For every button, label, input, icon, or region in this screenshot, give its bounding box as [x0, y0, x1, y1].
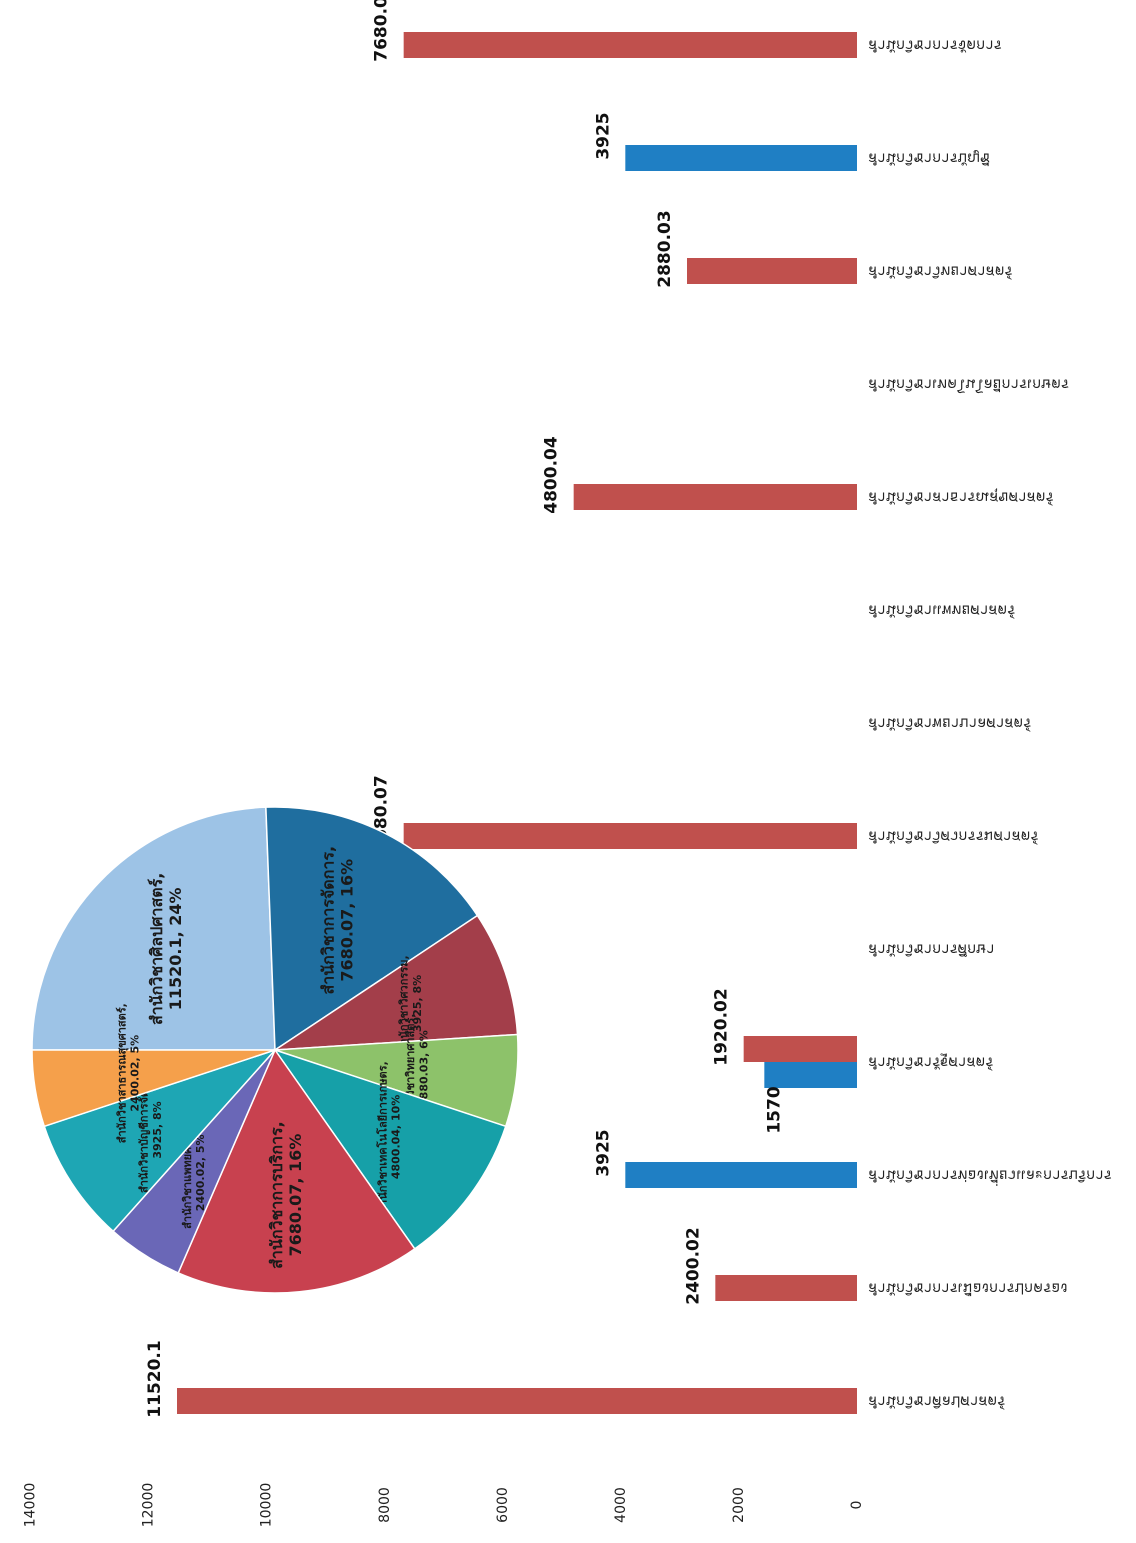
- bar-data-label: 3925: [593, 112, 613, 159]
- value-tick-label: 8000: [377, 1487, 393, 1523]
- bar: [403, 32, 857, 58]
- value-axis: 0 2000 4000 6000 8000 10000 12000 14000: [23, 1483, 865, 1528]
- bar-data-label: 1570: [764, 1086, 784, 1133]
- pie-slice: [31, 806, 276, 1051]
- category-label: สำนักวิชาสาธารณสุขศาสตร์: [868, 488, 1053, 507]
- pie-slice-label: สำนักวิชาการบริการ,7680.07, 16%: [267, 1121, 305, 1269]
- bar: [403, 823, 857, 849]
- bar-data-label: 3925: [593, 1129, 613, 1176]
- value-tick-label: 6000: [495, 1487, 511, 1523]
- category-label: สำนักวิชาการท่องเที่ยวและการบริการ: [868, 1167, 1112, 1187]
- bar: [764, 1062, 857, 1088]
- bar-data-label: 4800.04: [542, 436, 562, 514]
- bar: [743, 1036, 857, 1062]
- category-label: สำนักวิชาศิลปศาสตร์: [868, 1393, 1005, 1411]
- pie-slice: [265, 806, 479, 1052]
- bar: [625, 1162, 857, 1188]
- category-label: สำนักวิชาพยาบาลศาสตร์: [868, 715, 1031, 733]
- pie-slice-label: สำนักวิชาการจัดการ,7680.07, 16%: [318, 846, 356, 995]
- category-label: สำนักวิชาวิทยาศาสตร์: [868, 263, 1012, 281]
- pie-slice: [43, 1048, 278, 1233]
- category-label: สำนักวิชาการจัดการ: [868, 37, 1002, 55]
- value-tick-label: 4000: [613, 1487, 629, 1523]
- pie-slice-label: สำนักวิชาสาธารณสุขศาสตร์,2400.02, 5%: [116, 1003, 142, 1143]
- bar: [573, 484, 857, 510]
- pie-chart: สำนักวิชาศิลปศาสตร์,11520.1, 24% สำนักวิช…: [31, 806, 519, 1294]
- bar-data-label: 2880.03: [655, 210, 675, 287]
- pie-slice-label: สำนักวิชาศิลปศาสตร์,11520.1, 24%: [147, 873, 185, 1025]
- category-label: สำนักวิชาวิศวกรรมศาสตร์: [868, 828, 1038, 846]
- category-label: สำนักวิชาแพทยศาสตร์: [868, 602, 1015, 620]
- bar: [715, 1275, 857, 1301]
- bar-data-label: 2400.02: [683, 1227, 703, 1304]
- pie-slice: [272, 914, 519, 1051]
- category-label: สำนักวิชารัฐศาสตร์: [868, 1054, 993, 1072]
- value-tick-label: 10000: [259, 1483, 275, 1528]
- bar-data-label: 11520.1: [145, 1340, 165, 1417]
- category-label: สำนักวิชาการบัญชี: [868, 150, 990, 168]
- value-tick-label: 14000: [23, 1483, 39, 1528]
- bar: [625, 145, 857, 171]
- category-label: สำนักวิชาการศึกษา: [868, 941, 994, 959]
- value-tick-label: 0: [849, 1501, 865, 1510]
- pie-slice-label: สำนักวิชาบัญชีการจัดการ,3925, 8%: [138, 1067, 164, 1193]
- bar: [177, 1388, 857, 1414]
- category-label: สำนักวิชาการเมืองการปกครอง: [868, 1280, 1067, 1298]
- bar: [686, 258, 857, 284]
- pie-slice: [177, 1048, 416, 1294]
- pie-slice-label: สำนักวิชาเทคโนโลยีการเกษตร,4800.04, 10%: [376, 1061, 403, 1212]
- value-tick-label: 2000: [731, 1487, 747, 1523]
- value-tick-label: 12000: [141, 1483, 157, 1528]
- bar-data-label: 7680.07: [372, 0, 392, 62]
- pie-slice: [31, 1049, 276, 1128]
- category-axis: สำนักวิชาการจัดการสำนักวิชาการบัญชีสำนัก…: [868, 37, 1112, 1411]
- bar-data-label: 1920.02: [712, 988, 732, 1065]
- pie-slice: [273, 1048, 507, 1250]
- category-label: สำนักวิชาเทคโนโลยีการเกษตร: [868, 376, 1069, 394]
- pie-slice-label: สำนักวิชาวิศวกรรม,3925, 8%: [398, 955, 424, 1051]
